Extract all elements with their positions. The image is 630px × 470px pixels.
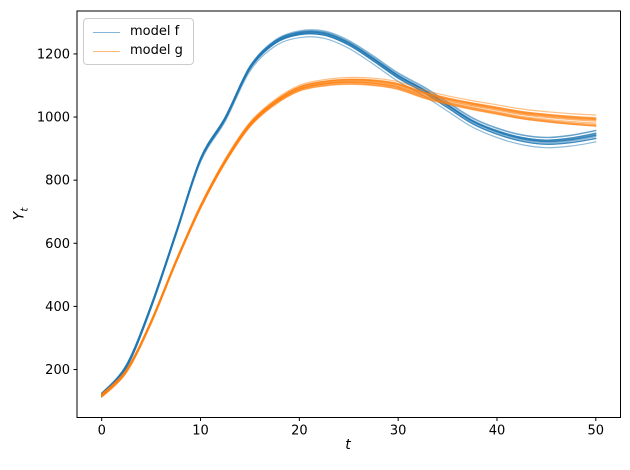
- ensemble-line: [101, 80, 597, 397]
- y-tick-label: 800: [45, 174, 70, 189]
- ensemble-line: [101, 30, 597, 395]
- legend-item-model-g: model g: [93, 43, 183, 59]
- ensemble-line: [101, 30, 597, 396]
- x-tick-label: 40: [489, 424, 506, 439]
- x-tick-label: 0: [98, 424, 106, 439]
- series-model-f: [101, 29, 597, 398]
- ensemble-line: [101, 33, 597, 396]
- ensemble-line: [101, 32, 597, 394]
- x-tick-label: 50: [588, 424, 605, 439]
- ensemble-line: [101, 33, 597, 395]
- ensemble-line: [101, 30, 597, 394]
- ensemble-line: [101, 81, 597, 396]
- ensemble-line: [101, 36, 597, 398]
- ensemble-line: [101, 31, 597, 397]
- legend-label-model-g: model g: [130, 43, 183, 58]
- x-tick-label: 10: [192, 424, 209, 439]
- ensemble-line: [101, 80, 597, 398]
- ensemble-line: [101, 31, 597, 395]
- plot-area: [101, 29, 597, 398]
- ensemble-line: [101, 32, 597, 397]
- ensemble-line: [101, 79, 597, 396]
- ensemble-line: [101, 31, 597, 395]
- ensemble-line: [101, 83, 597, 398]
- axes-spines: [76, 10, 621, 418]
- y-tick-label: 400: [45, 300, 70, 315]
- legend: model f model g: [83, 18, 194, 65]
- ensemble-line: [101, 83, 597, 397]
- ensemble-line: [101, 81, 597, 398]
- ensemble-line: [101, 81, 597, 396]
- ensemble-line: [101, 31, 597, 397]
- y-tick-label: 1200: [37, 47, 70, 62]
- ensemble-line: [101, 83, 597, 398]
- y-tick-label: 200: [45, 363, 70, 378]
- legend-item-model-f: model f: [93, 24, 183, 40]
- x-tick-label: 20: [291, 424, 308, 439]
- ensemble-line: [101, 32, 597, 397]
- ensemble-line: [101, 81, 597, 396]
- x-tick-label: 30: [390, 424, 407, 439]
- y-axis-label-base: Y: [11, 211, 28, 221]
- y-axis-label-sub: t: [19, 207, 31, 212]
- legend-label-model-f: model f: [130, 24, 180, 39]
- legend-line-model-f-icon: [93, 31, 120, 33]
- ensemble-line: [101, 30, 597, 395]
- y-tick-label: 600: [45, 237, 70, 252]
- series-model-g: [101, 76, 597, 398]
- y-axis-label: Yt: [12, 208, 31, 220]
- x-axis-label: t: [345, 437, 351, 453]
- legend-line-model-g-icon: [93, 50, 120, 52]
- y-tick-label: 1000: [37, 111, 70, 126]
